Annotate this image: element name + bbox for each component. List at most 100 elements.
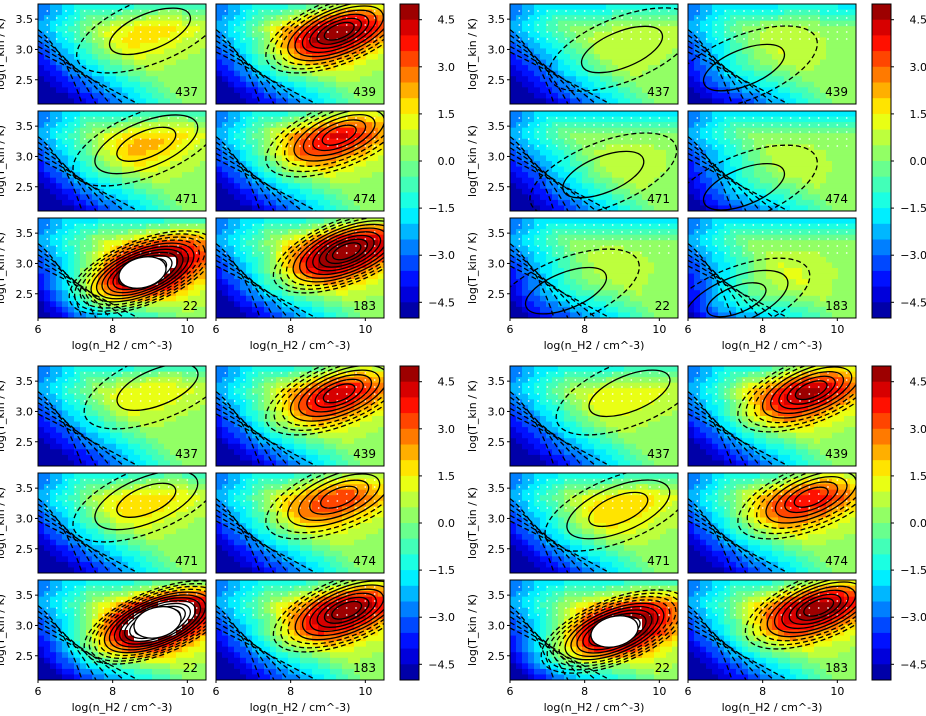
contour-line (216, 158, 317, 211)
contour-line (759, 580, 856, 642)
colorbar-level (400, 632, 419, 650)
chart-block-top-left: 437 2.5 3.0 3.5 log(T_kin / K) 439 471 2.5 3.0 3.… (0, 3, 455, 352)
colorbar-level (400, 413, 419, 430)
colorbar-level (872, 570, 891, 587)
panel-frame (37, 110, 207, 212)
contour-line (38, 509, 111, 573)
y-tick-label: 2.5 (488, 436, 506, 449)
colorbar-level (872, 601, 891, 618)
contour-line (38, 616, 111, 680)
contour-line (216, 254, 289, 318)
panel-label: 22 (183, 661, 198, 675)
contour-line (774, 475, 848, 519)
heatmap-field (688, 580, 856, 680)
contour-line (216, 402, 289, 466)
contour-line (688, 147, 761, 211)
heatmap-field (688, 366, 856, 466)
contour-line (795, 593, 842, 621)
panel-frame (37, 579, 207, 681)
contour-line (279, 4, 384, 66)
contour-line (331, 600, 363, 620)
colorbar-level (872, 239, 891, 256)
contour-line (510, 621, 597, 680)
heatmap-field (216, 366, 384, 466)
y-tick-label: 3.5 (488, 375, 506, 388)
contour-line (38, 51, 139, 104)
colorbar-tick-label: −4.5 (900, 296, 926, 309)
x-tick-label: 8 (109, 323, 116, 336)
contour-line (116, 366, 199, 412)
y-tick-label: 3.0 (488, 512, 506, 525)
y-axis-label: log(T_kin / K) (0, 232, 7, 304)
chart-block-top-right: 437 2.5 3.0 3.5 log(T_kin / K) 439 471 2.5 3.0 3.… (466, 3, 926, 352)
colorbar-tick-label: 0.0 (910, 517, 926, 530)
colorbar-level (872, 302, 891, 319)
panel-frame (509, 579, 679, 681)
colorbar-level (872, 51, 891, 68)
panel-frame (215, 217, 385, 319)
colorbar-level (400, 302, 419, 319)
contour-line (272, 4, 384, 70)
contour-line (38, 40, 111, 104)
contour-line (688, 509, 761, 573)
contour-line (510, 402, 583, 466)
contour-line (781, 585, 856, 630)
contour-line (688, 158, 789, 211)
contour-line (93, 585, 206, 660)
colorbar-level (872, 585, 891, 602)
panel-frame (37, 3, 207, 105)
colorbar-level (872, 413, 891, 430)
y-axis-label: log(T_kin / K) (0, 487, 7, 559)
contour-line (216, 616, 289, 680)
y-tick-label: 3.0 (488, 257, 506, 270)
colorbar-tick-label: 3.0 (910, 61, 926, 74)
y-tick-label: 3.0 (488, 619, 506, 632)
panel-label: 437 (175, 447, 198, 461)
contour-line (688, 402, 761, 466)
colorbar-tick-label: −1.5 (428, 564, 455, 577)
panel-frame (509, 472, 679, 574)
panel-471: 471 2.5 3.0 3.5 log(T_kin / K) (466, 472, 679, 574)
contour-line (576, 609, 653, 654)
x-tick-label: 8 (287, 685, 294, 698)
contour-line (38, 407, 125, 466)
heatmap-field (510, 4, 678, 104)
contour-line (72, 473, 206, 543)
panel-frame (687, 579, 857, 681)
panel-439: 439 (215, 365, 385, 467)
colorbar-level (400, 554, 419, 571)
panel-frame (215, 579, 385, 681)
contour-line (298, 473, 381, 522)
panel-437: 437 2.5 3.0 3.5 log(T_kin / K) (0, 3, 207, 105)
x-tick-label: 10 (652, 685, 666, 698)
contour-line (510, 627, 611, 680)
y-axis-label: log(T_kin / K) (0, 594, 7, 666)
contour-line (761, 366, 856, 419)
contour-line (688, 627, 789, 680)
panel-183: 183 6 8 10 log(n_H2 / cm^-3) (685, 217, 857, 352)
colorbar-tick-label: −1.5 (428, 202, 455, 215)
colorbar-level (872, 538, 891, 555)
x-axis-label: log(n_H2 / cm^-3) (722, 339, 823, 352)
panel-183: 183 6 8 10 log(n_H2 / cm^-3) (213, 579, 385, 714)
contour-line (564, 602, 665, 661)
contour-line (688, 152, 775, 211)
y-tick-label: 3.0 (16, 405, 34, 418)
colorbar-tick-label: 4.5 (438, 376, 456, 389)
contour-line (555, 366, 678, 436)
panel-474: 474 (215, 110, 385, 212)
y-tick-label: 3.0 (16, 150, 34, 163)
panel-frame (215, 365, 385, 467)
colorbar-level (400, 129, 419, 146)
x-axis-label: log(n_H2 / cm^-3) (544, 701, 645, 714)
panel-label: 439 (825, 447, 848, 461)
heatmap-field (510, 111, 678, 211)
panel-label: 471 (175, 554, 198, 568)
contour-line (688, 40, 761, 104)
colorbar-level (400, 601, 419, 618)
colorbar-tick-label: 4.5 (910, 14, 926, 27)
contour-line (323, 596, 370, 624)
contour-line (316, 592, 377, 628)
contour-line (88, 582, 206, 662)
colorbar: 4.5 3.0 1.5 0.0 −1.5 −3.0 −4.5 (399, 365, 456, 681)
